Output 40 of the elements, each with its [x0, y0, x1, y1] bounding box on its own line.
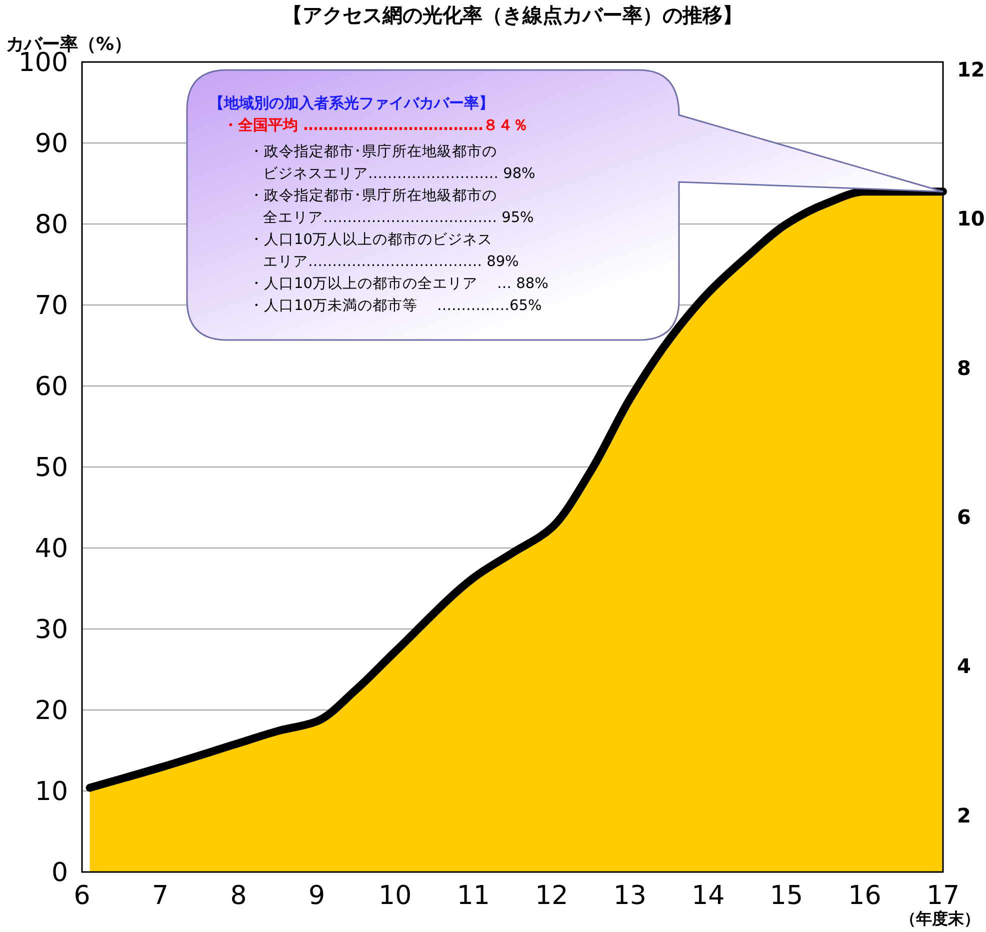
y-tick-label: 80: [34, 210, 68, 240]
x-axis-title: （年度末）: [900, 909, 980, 928]
y-tick-label: 10: [34, 777, 68, 807]
annotation: ・人口10万人以上の都市のビジネス: [249, 231, 492, 248]
y-tick-label: 20: [34, 696, 68, 726]
y-tick-label: 50: [34, 453, 68, 483]
y-tick-label: 30: [34, 615, 68, 645]
y-tick-label: 40: [34, 534, 68, 564]
annotation: ・政令指定都市･県庁所在地級都市の: [249, 187, 497, 204]
x-tick-label: 15: [770, 881, 803, 911]
y-tick-label: 0: [51, 858, 68, 888]
annotation: 全エリア……………………………… 95%: [263, 209, 534, 226]
x-tick-label: 10: [378, 881, 412, 911]
y2-tick-label: 12: [957, 57, 985, 82]
x-tick-label: 8: [230, 881, 247, 911]
annotation: 【地域別の加入者系光ファイバカバー率】: [209, 94, 494, 112]
y-tick-label: 70: [34, 291, 68, 321]
x-tick-label: 6: [74, 881, 90, 911]
x-tick-label: 16: [848, 881, 882, 911]
chart-title: 【アクセス網の光化率（き線点カバー率）の推移】: [282, 3, 742, 27]
annotation: ・全国平均 ………………………………８４％: [223, 116, 528, 134]
annotation: ・政令指定都市･県庁所在地級都市の: [249, 143, 497, 160]
x-tick-label: 13: [613, 881, 646, 911]
annotation: エリア……………………………… 89%: [263, 254, 519, 270]
y2-tick-label: 4: [957, 654, 971, 678]
x-tick-label: 11: [456, 881, 490, 911]
annotation: ・人口10万以上の都市の全エリア … 88%: [249, 275, 548, 292]
y2-tick-label: 8: [957, 356, 971, 380]
x-tick-label: 12: [535, 881, 568, 911]
x-tick-label: 14: [692, 881, 725, 911]
y-tick-label: 60: [34, 372, 68, 402]
y2-tick-label: 6: [957, 504, 971, 529]
annotation: ビジネスエリア……………………… 98%: [263, 166, 536, 182]
y-tick-label: 90: [34, 129, 68, 159]
x-tick-label: 9: [308, 881, 326, 911]
y2-tick-label: 2: [957, 803, 971, 828]
annotation: ・人口10万未満の都市等 ……………65%: [249, 297, 542, 314]
x-tick-label: 7: [152, 881, 169, 911]
y2-tick-label: 10: [957, 206, 985, 231]
x-tick-label: 17: [926, 881, 960, 911]
